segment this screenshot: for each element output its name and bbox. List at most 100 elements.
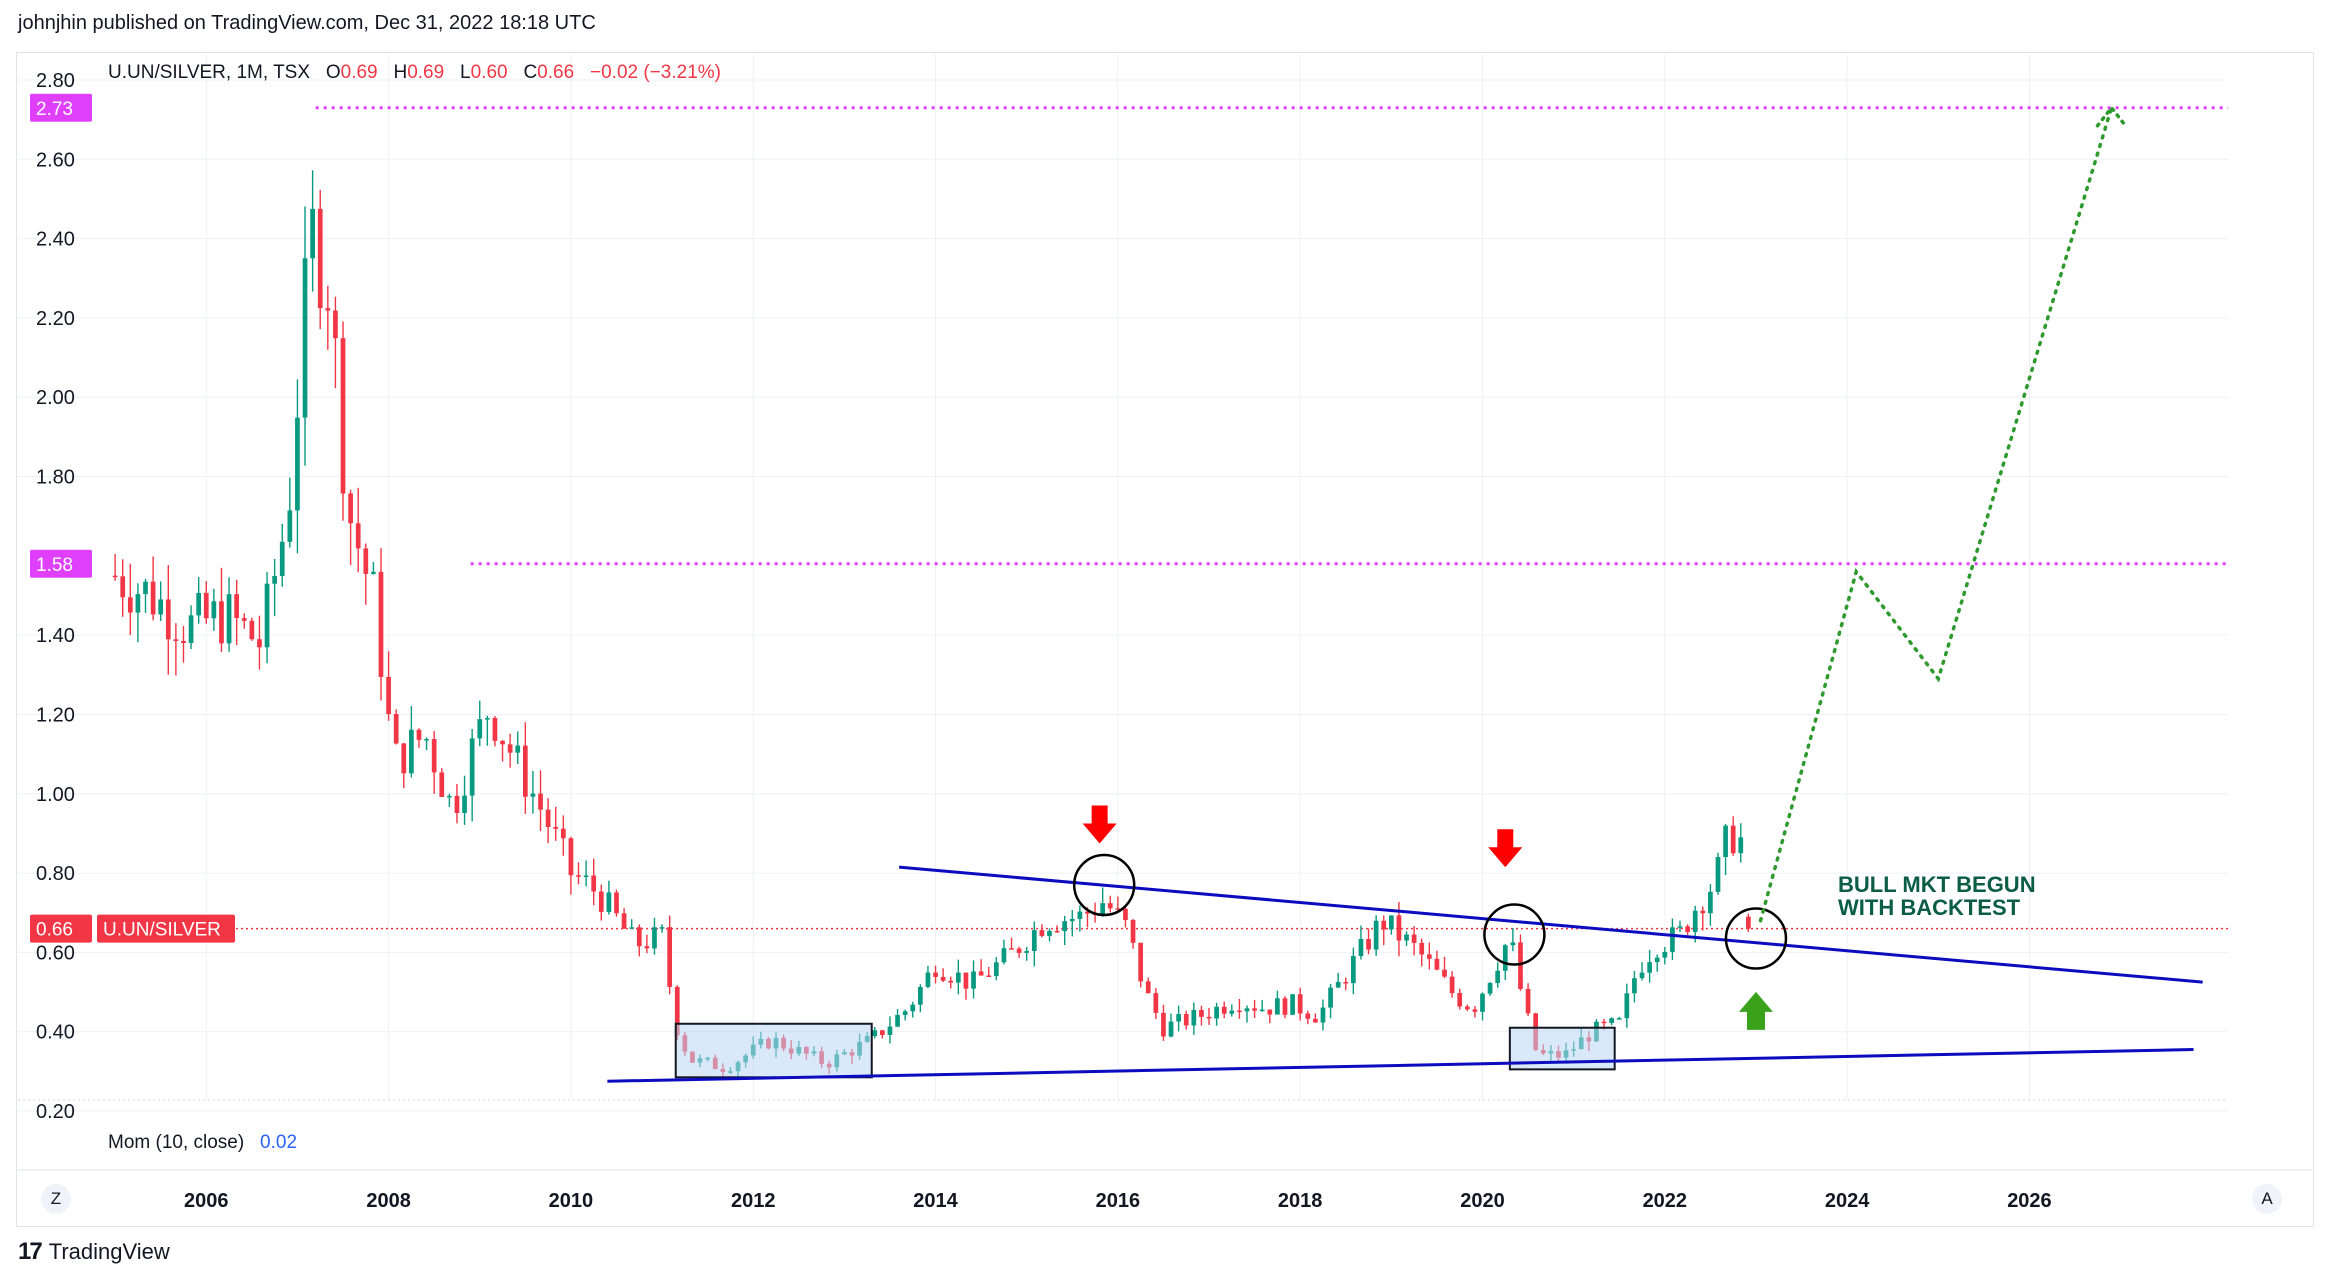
- x-tick-label: 2024: [1825, 1190, 1870, 1212]
- candle-body: [1001, 948, 1007, 963]
- candle-body: [652, 927, 657, 949]
- candle-body: [1472, 1009, 1478, 1012]
- candle-body: [1328, 987, 1333, 1008]
- current-symbol-tag-bg: [97, 914, 235, 943]
- reference-lines: [106, 106, 2228, 930]
- candles: [112, 170, 1751, 1079]
- x-tick-label: 2020: [1460, 1190, 1505, 1212]
- y-tick-label: 0.40: [36, 1022, 75, 1044]
- annotation-line2: WITH BACKTEST: [1838, 895, 2021, 920]
- candle-body: [112, 575, 118, 578]
- zoom-button[interactable]: Z: [41, 1184, 71, 1214]
- candle-body: [1404, 934, 1409, 941]
- low-value: 0.60: [470, 62, 508, 83]
- candle-body: [614, 892, 619, 914]
- candle-body: [1632, 978, 1637, 994]
- candle-body: [203, 592, 209, 619]
- candle-body: [249, 620, 255, 640]
- candle-body: [1282, 998, 1288, 1015]
- candle-body: [219, 601, 224, 644]
- candle-body: [1138, 942, 1144, 982]
- candle-body: [500, 740, 505, 745]
- tradingview-logo[interactable]: 17 TradingView: [18, 1238, 170, 1266]
- logo-mark-icon: 17: [18, 1238, 43, 1265]
- candle-body: [416, 729, 422, 740]
- candle-body: [1252, 1008, 1257, 1011]
- candle-body: [538, 793, 543, 810]
- candle-body: [1176, 1014, 1181, 1022]
- candle-body: [1047, 930, 1052, 936]
- candle-body: [454, 795, 460, 814]
- candle-body: [143, 581, 148, 595]
- candle-body: [1320, 1007, 1326, 1023]
- momentum-indicator-legend[interactable]: Mom (10, close) 0.02: [108, 1132, 297, 1154]
- auto-scale-button[interactable]: A: [2252, 1184, 2282, 1214]
- candle-body: [674, 986, 680, 1036]
- level-tag-mid-bg: [30, 549, 92, 578]
- candle-body: [241, 618, 247, 621]
- candle-body: [1525, 988, 1531, 1014]
- candle-body: [120, 576, 126, 598]
- candle-body: [1411, 934, 1417, 943]
- candle-body: [363, 548, 369, 574]
- high-value: 0.69: [407, 62, 445, 83]
- candle-body: [287, 510, 293, 542]
- candle-body: [1267, 1009, 1273, 1015]
- candle-body: [1373, 920, 1379, 950]
- candle-body: [386, 676, 391, 714]
- candle-body: [1358, 938, 1364, 957]
- candle-body: [1464, 1006, 1470, 1010]
- candle-body: [1085, 911, 1090, 914]
- candle-body: [948, 980, 954, 983]
- candle-body: [234, 594, 240, 619]
- down-arrow-icon: [1082, 805, 1117, 844]
- candle-body: [986, 975, 992, 977]
- candle-body: [1199, 1009, 1204, 1017]
- chart-frame: [16, 52, 2314, 1227]
- level-tag-mid: 1.58: [36, 555, 73, 576]
- y-tick-label: 2.40: [36, 229, 75, 251]
- candle-body: [1510, 942, 1516, 946]
- candle-body: [606, 892, 612, 912]
- candle-body: [1434, 958, 1440, 970]
- candle-body: [1442, 969, 1447, 977]
- candle-body: [1670, 927, 1675, 952]
- candle-body: [158, 599, 164, 615]
- candle-body: [515, 745, 521, 753]
- candle-body: [1457, 993, 1463, 1007]
- low-label: L: [460, 62, 471, 83]
- y-tick-label: 1.20: [36, 704, 75, 726]
- candle-body: [1161, 1012, 1166, 1037]
- candle-body: [492, 718, 498, 741]
- candle-body: [484, 718, 490, 720]
- x-tick-label: 2022: [1643, 1190, 1688, 1212]
- candle-body: [659, 927, 665, 929]
- candle-body: [1183, 1014, 1189, 1026]
- candle-body: [1487, 982, 1493, 994]
- y-tick-label: 1.80: [36, 467, 75, 489]
- candle-body: [621, 913, 627, 929]
- change-value: −0.02 (−3.21%): [590, 62, 721, 83]
- y-tick-label: 0.20: [36, 1101, 75, 1123]
- open-value: 0.69: [340, 62, 378, 83]
- indicator-value: 0.02: [260, 1132, 298, 1153]
- candle-body: [530, 793, 536, 797]
- current-price-tag-bg: [30, 914, 92, 943]
- candle-body: [1366, 938, 1371, 950]
- candle-body: [963, 972, 969, 989]
- candle-body: [1290, 994, 1295, 1015]
- candle-body: [462, 795, 467, 814]
- x-tick-label: 2014: [913, 1190, 958, 1212]
- candle-body: [1381, 920, 1387, 930]
- x-tick-label: 2016: [1096, 1190, 1141, 1212]
- candle-body: [211, 601, 217, 619]
- indicator-label: Mom (10, close): [108, 1132, 245, 1153]
- candle-body: [1214, 1006, 1219, 1019]
- candle-body: [1221, 1006, 1227, 1014]
- y-tick-label: 1.00: [36, 784, 75, 806]
- candle-body: [401, 743, 407, 774]
- candle-body: [333, 310, 338, 339]
- x-tick-label: 2008: [366, 1190, 411, 1212]
